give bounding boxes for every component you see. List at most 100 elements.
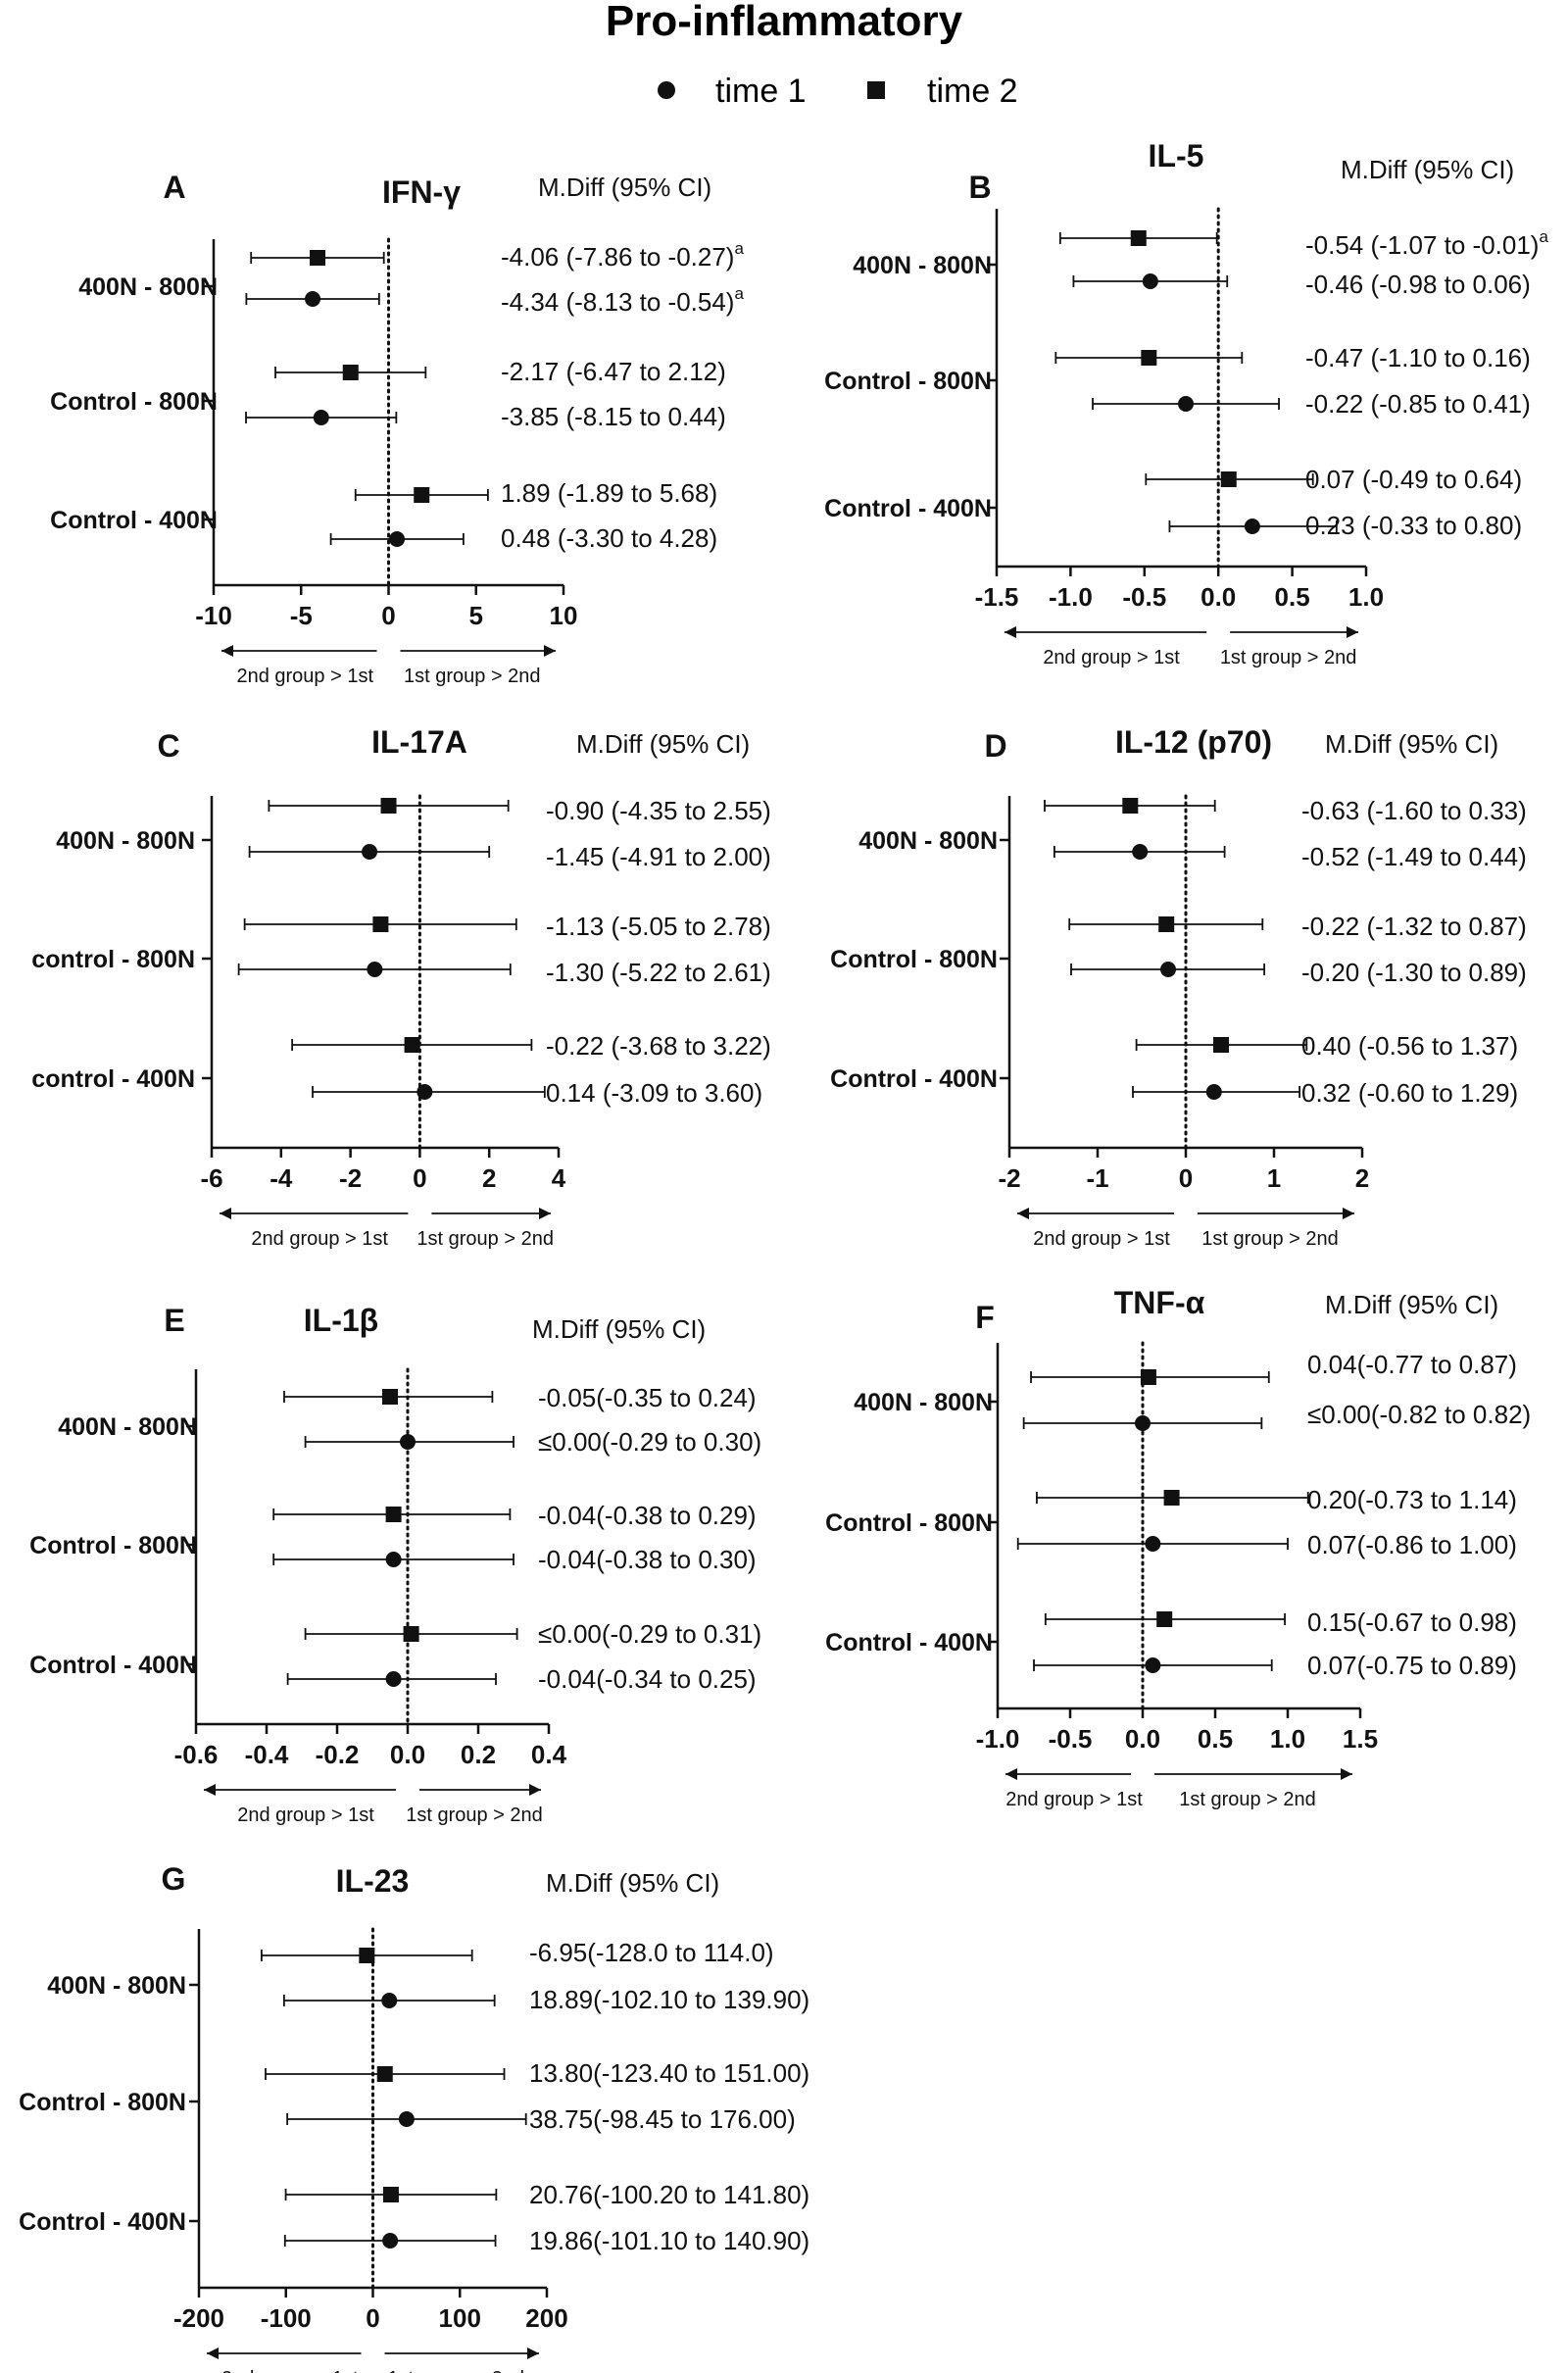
forest-panel-b: B IL-5 M.Diff (95% CI) -1.5 -1.0 -0.5 0.0 0.5 1.… [824,138,1548,668]
ci-value-label: -2.17 (-6.47 to 2.12) [501,357,726,386]
point-estimate-time1 [1160,962,1176,977]
ci-value-label: 0.07(-0.86 to 1.00) [1307,1530,1517,1559]
group-label: Control - 400N [19,2208,186,2236]
forest-panel-a: A IFN-γ M.Diff (95% CI) -10 -5 0 5 10 400N - 800… [50,170,744,687]
ci-header: M.Diff (95% CI) [538,173,711,202]
group-label: Control - 400N [825,1629,993,1656]
group-label: Control - 400N [830,1065,998,1093]
ci-header: M.Diff (95% CI) [532,1314,706,1344]
ci-value-label: 0.23 (-0.33 to 0.80) [1305,511,1522,540]
x-tick-label: 100 [439,2303,481,2333]
legend-label-time1: time 1 [715,73,807,110]
x-tick-label: -0.2 [316,1740,360,1769]
x-tick-label: 2 [1355,1163,1369,1193]
point-estimate-time2 [342,365,359,380]
forest-panel-e: E IL-1β M.Diff (95% CI) -0.6 -0.4 -0.2 0.0 0.2 0… [29,1303,761,1826]
direction-label-left: 2nd group > 1st [221,2368,359,2373]
ci-value-label: 0.32 (-0.60 to 1.29) [1301,1078,1518,1108]
arrowhead-left-icon [207,2348,219,2359]
figure-title: Pro-inflammatory [606,0,963,45]
group-label: Control - 400N [50,507,218,534]
panel-title: IL-1β [304,1303,378,1338]
ci-value-label: -0.04(-0.38 to 0.29) [538,1501,757,1530]
x-tick-label: -1.5 [975,582,1019,612]
x-tick-label: 0.0 [1200,582,1236,612]
x-tick-label: 4 [552,1163,566,1193]
x-tick-label: 2 [482,1163,496,1193]
ci-value-label: ≤0.00(-0.82 to 0.82) [1307,1400,1531,1429]
ci-value-label: -4.34 (-8.13 to -0.54)a [501,284,744,317]
arrowhead-left-icon [220,1208,231,1219]
ci-value-label: -0.22 (-1.32 to 0.87) [1301,912,1527,941]
point-estimate-time2 [414,487,430,503]
x-tick-label: -1 [1086,1163,1108,1193]
arrowhead-right-icon [1341,1768,1352,1780]
panel-title: IL-12 (p70) [1115,724,1272,760]
ci-value-label: 0.04(-0.77 to 0.87) [1307,1350,1517,1379]
x-tick-label: -2 [339,1163,362,1193]
x-tick-label: -10 [195,601,232,630]
x-tick-label: 0.5 [1275,582,1310,612]
ci-value-label: ≤0.00(-0.29 to 0.31) [538,1619,761,1649]
x-tick-label: 1.0 [1348,582,1384,612]
point-estimate-time2 [372,916,389,932]
arrowhead-right-icon [529,1784,541,1796]
ci-value-label: -1.13 (-5.05 to 2.78) [546,912,771,941]
ci-value-label: -0.22 (-3.68 to 3.22) [546,1031,771,1061]
point-estimate-time1 [1142,273,1158,289]
ci-value-label: 20.76(-100.20 to 141.80) [529,2180,809,2209]
x-tick-label: 0.4 [531,1740,567,1769]
panel-letter: E [164,1303,184,1338]
panel-title: IL-17A [371,724,467,760]
x-tick-label: 1.5 [1343,1724,1378,1754]
point-estimate-time1 [1244,519,1260,534]
ci-value-label: 0.48 (-3.30 to 4.28) [501,523,717,553]
panel-letter: B [968,170,991,205]
point-estimate-time1 [305,291,321,307]
ci-value-label: -0.54 (-1.07 to -0.01)a [1305,227,1548,260]
panel-letter: D [984,728,1006,764]
x-tick-label: -200 [173,2303,224,2333]
point-estimate-time2 [1156,1611,1173,1627]
point-estimate-time1 [416,1084,433,1100]
point-estimate-time2 [1213,1037,1229,1053]
point-estimate-time1 [362,844,378,860]
ci-header: M.Diff (95% CI) [1325,1290,1498,1319]
x-tick-label: 0 [413,1163,426,1193]
point-estimate-time2 [359,1948,375,1963]
arrowhead-right-icon [1343,1208,1354,1219]
group-label: Control - 800N [29,1532,197,1559]
arrowhead-left-icon [221,645,233,657]
ci-value-label: 0.07 (-0.49 to 0.64) [1305,465,1522,494]
ci-value-label: ≤0.00(-0.29 to 0.30) [538,1427,761,1457]
ci-header: M.Diff (95% CI) [576,729,750,759]
x-tick-label: -0.5 [1122,582,1166,612]
ci-value-label: 19.86(-101.10 to 140.90) [529,2226,809,2255]
point-estimate-time2 [380,798,397,814]
ci-value-label: -1.30 (-5.22 to 2.61) [546,958,771,987]
group-label: Control - 800N [19,2089,186,2116]
ci-value-label: -0.05(-0.35 to 0.24) [538,1383,757,1412]
ci-value-label: -0.47 (-1.10 to 0.16) [1305,343,1531,372]
arrowhead-left-icon [204,1784,216,1796]
ci-value-label: -0.20 (-1.30 to 0.89) [1301,958,1527,987]
point-estimate-time1 [1178,396,1195,412]
ci-value-label: 38.75(-98.45 to 176.00) [529,2104,796,2134]
direction-label-left: 2nd group > 1st [1043,647,1180,668]
point-estimate-time2 [1220,471,1237,487]
ci-value-label: -0.52 (-1.49 to 0.44) [1301,842,1527,871]
ci-value-label: -1.45 (-4.91 to 2.00) [546,842,771,871]
panel-title: IL-23 [336,1863,410,1899]
direction-label-right: 1st group > 2nd [1179,1789,1316,1810]
x-tick-label: -100 [261,2303,312,2333]
x-tick-label: 0.2 [461,1740,496,1769]
legend-circle-marker [658,81,675,99]
ci-value-label: -0.22 (-0.85 to 0.41) [1305,389,1531,419]
arrowhead-right-icon [1347,626,1358,638]
arrowhead-right-icon [527,2348,539,2359]
group-label: Control - 800N [825,1509,993,1537]
point-estimate-time2 [1130,230,1147,246]
x-tick-label: -5 [290,601,313,630]
x-tick-label: -6 [200,1163,222,1193]
x-tick-label: -0.4 [245,1740,289,1769]
